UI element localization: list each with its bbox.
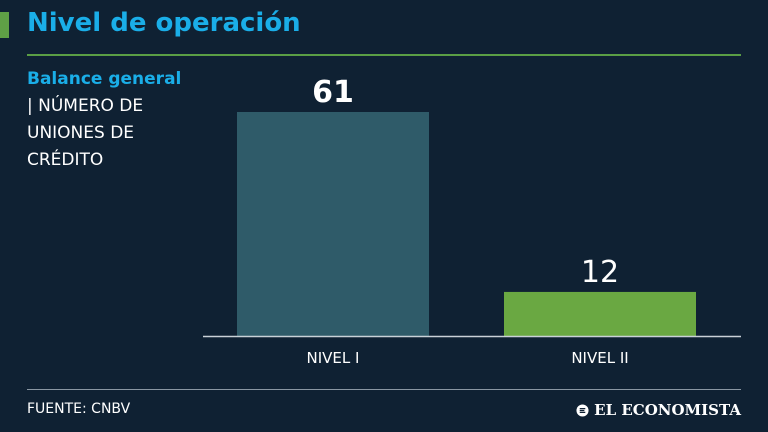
subtitle-accent: Balance general: [27, 69, 182, 89]
x-tick-label: NIVEL II: [571, 349, 628, 367]
title-divider: [27, 54, 741, 56]
brand-name: EL ECONOMISTA: [594, 401, 741, 419]
title-accent-bar: [0, 12, 9, 38]
brand-logo-icon: [576, 403, 589, 417]
bar: [504, 291, 696, 336]
data-label: 61: [312, 75, 354, 110]
subtitle-description: NÚMERO DE UNIONES DE CRÉDITO: [27, 96, 144, 170]
x-tick-label: NIVEL I: [307, 349, 360, 367]
subtitle-separator: |: [27, 96, 33, 116]
data-label: 12: [581, 255, 619, 290]
source-note: FUENTE: CNBV: [27, 401, 131, 417]
page-title: Nivel de operación: [27, 8, 301, 38]
chart-subtitle: Balance general | NÚMERO DE UNIONES DE C…: [27, 66, 187, 174]
brand-logo: EL ECONOMISTA: [576, 401, 741, 419]
footer-divider: [27, 389, 741, 390]
bar: [237, 112, 429, 336]
